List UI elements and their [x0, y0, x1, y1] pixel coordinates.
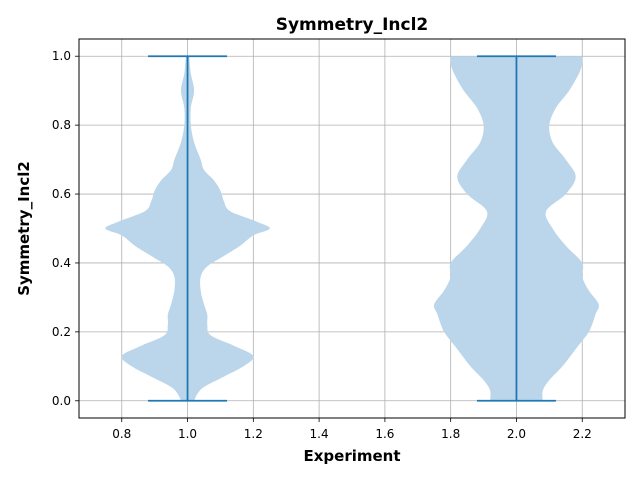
x-axis-label: Experiment [303, 447, 400, 465]
violin-bodies [105, 56, 599, 401]
y-axis-label: Symmetry_Incl2 [15, 161, 33, 296]
x-tick-label: 2.2 [573, 427, 592, 441]
x-axis-ticks: 0.8 1.0 1.2 1.4 1.6 1.8 2.0 2.2 [112, 418, 592, 441]
y-tick-label: 0.4 [52, 256, 71, 270]
chart-title: Symmetry_Incl2 [276, 15, 429, 35]
y-axis-ticks: 0.0 0.2 0.4 0.6 0.8 1.0 [52, 49, 79, 408]
y-tick-label: 1.0 [52, 49, 71, 63]
violin-lines [148, 55, 556, 402]
y-tick-label: 0.6 [52, 187, 71, 201]
x-tick-label: 1.6 [375, 427, 394, 441]
x-tick-label: 2.0 [507, 427, 526, 441]
plot-area [78, 38, 626, 419]
x-tick-label: 1.0 [178, 427, 197, 441]
x-tick-label: 1.2 [244, 427, 263, 441]
x-tick-label: 1.4 [310, 427, 329, 441]
x-tick-label: 0.8 [112, 427, 131, 441]
y-tick-label: 0.8 [52, 118, 71, 132]
y-tick-label: 0.0 [52, 394, 71, 408]
x-tick-label: 1.8 [441, 427, 460, 441]
y-tick-label: 0.2 [52, 325, 71, 339]
